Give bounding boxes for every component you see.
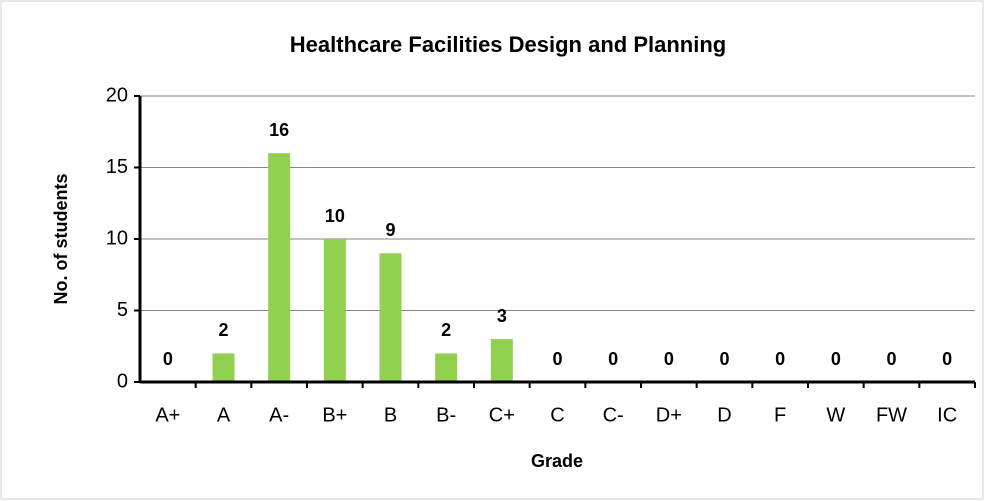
bar bbox=[490, 339, 513, 382]
y-tick-label: 5 bbox=[117, 299, 128, 321]
x-tick-label: C bbox=[550, 404, 564, 426]
x-axis-label: Grade bbox=[531, 451, 583, 471]
x-tick-label: A+ bbox=[155, 404, 180, 426]
value-label: 3 bbox=[497, 306, 507, 326]
x-tick-label: C+ bbox=[489, 404, 515, 426]
x-tick-label: B bbox=[384, 404, 397, 426]
y-axis-label: No. of students bbox=[51, 174, 71, 305]
value-label: 2 bbox=[218, 320, 228, 340]
bar bbox=[323, 239, 346, 382]
value-label: 0 bbox=[719, 349, 729, 369]
bar bbox=[379, 253, 402, 382]
value-label: 16 bbox=[269, 120, 289, 140]
value-label: 0 bbox=[775, 349, 785, 369]
x-tick-label: D+ bbox=[656, 404, 682, 426]
x-tick-label: B- bbox=[436, 404, 456, 426]
bar bbox=[212, 353, 235, 382]
x-tick-label: W bbox=[826, 404, 845, 426]
x-tick-label: F bbox=[774, 404, 786, 426]
y-tick-label: 15 bbox=[106, 156, 128, 178]
bar bbox=[435, 353, 458, 382]
value-label: 9 bbox=[385, 220, 395, 240]
x-tick-label: A- bbox=[269, 404, 289, 426]
value-label: 2 bbox=[441, 320, 451, 340]
y-tick-label: 10 bbox=[106, 227, 128, 249]
x-tick-label: D bbox=[717, 404, 731, 426]
value-label: 0 bbox=[163, 349, 173, 369]
x-tick-label: C- bbox=[603, 404, 624, 426]
value-label: 10 bbox=[325, 206, 345, 226]
x-tick-label: B+ bbox=[322, 404, 347, 426]
value-label: 0 bbox=[552, 349, 562, 369]
x-tick-label: A bbox=[217, 404, 231, 426]
value-label: 0 bbox=[664, 349, 674, 369]
x-tick-label: FW bbox=[876, 404, 907, 426]
y-tick-label: 0 bbox=[117, 370, 128, 392]
value-label: 0 bbox=[942, 349, 952, 369]
bar bbox=[268, 153, 291, 382]
value-label: 0 bbox=[831, 349, 841, 369]
chart-title: Healthcare Facilities Design and Plannin… bbox=[290, 32, 726, 57]
y-tick-label: 20 bbox=[106, 84, 128, 106]
x-tick-label: IC bbox=[937, 404, 957, 426]
value-label: 0 bbox=[608, 349, 618, 369]
value-label: 0 bbox=[886, 349, 896, 369]
